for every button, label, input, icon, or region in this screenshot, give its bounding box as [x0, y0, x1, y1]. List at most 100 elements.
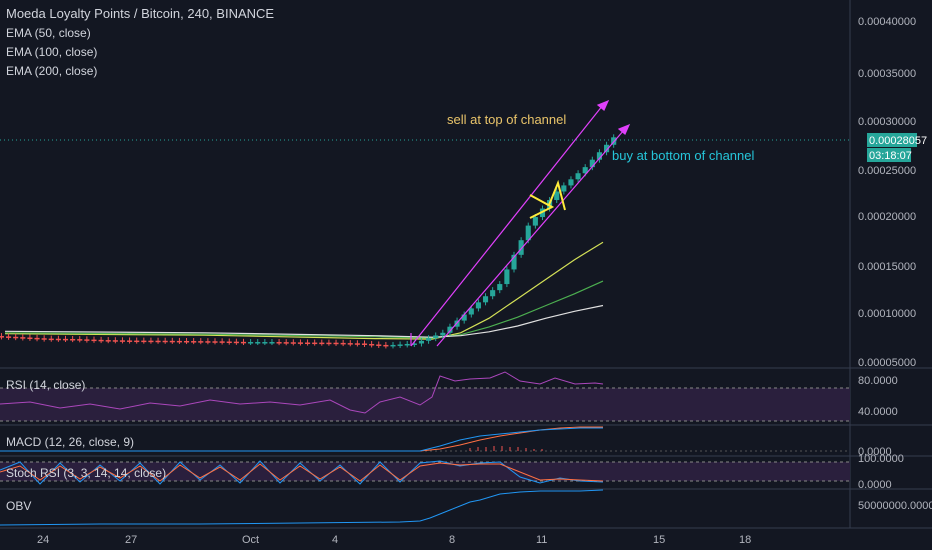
candles: [0, 134, 617, 349]
candle: [397, 344, 403, 346]
candle: [376, 344, 382, 346]
price-tick: 0.00030000: [858, 116, 916, 128]
macd-title[interactable]: MACD (12, 26, close, 9): [6, 435, 135, 449]
price-tick: 0.00040000: [858, 16, 916, 28]
candle: [347, 343, 353, 345]
candle: [290, 342, 296, 344]
candle: [248, 342, 254, 344]
candle: [119, 340, 126, 342]
time-axis[interactable]: 24 27 Oct 4 8 11 15 18: [37, 534, 751, 546]
candle: [13, 336, 19, 339]
rsi-tick: 40.0000: [858, 406, 898, 418]
candle: [48, 338, 54, 341]
candle: [582, 167, 588, 174]
ema50-line: [4, 241, 604, 340]
time-tick: 11: [536, 534, 547, 546]
candle: [440, 332, 446, 336]
candle: [447, 326, 453, 333]
candle: [340, 342, 346, 345]
candle: [240, 341, 247, 344]
candle: [20, 337, 26, 339]
candle: [482, 296, 489, 303]
candle: [461, 314, 467, 321]
stoch-band: [0, 462, 850, 481]
triangle-arrows: [529, 179, 566, 219]
triangle-arrow-right: [548, 179, 566, 211]
rsi-band: [0, 388, 850, 421]
candle: [490, 290, 496, 297]
candle: [70, 338, 76, 341]
last-price-label: 0.00028057: [869, 135, 927, 147]
stoch-k-line: [0, 460, 604, 485]
candle: [511, 254, 517, 270]
candle: [41, 338, 47, 340]
candle: [212, 341, 218, 343]
candle: [518, 240, 524, 255]
candle: [561, 185, 567, 192]
ema200-legend[interactable]: EMA (200, close): [6, 64, 98, 78]
time-tick: 18: [739, 534, 751, 546]
obv-tick: 50000000.0000: [858, 500, 932, 512]
rsi-line: [0, 371, 604, 414]
time-tick: 27: [125, 534, 137, 546]
ema100-legend[interactable]: EMA (100, close): [6, 45, 98, 59]
candle: [525, 225, 531, 241]
candle: [105, 340, 111, 342]
macd-line: [0, 427, 603, 452]
obv-title[interactable]: OBV: [6, 499, 32, 513]
candle: [532, 217, 538, 226]
ema100-line: [4, 280, 604, 339]
candle: [411, 343, 417, 345]
time-tick: Oct: [242, 534, 259, 546]
candle: [297, 342, 303, 344]
price-tick: 0.00025000: [858, 165, 916, 177]
candle: [226, 341, 232, 344]
countdown-label-bg: [867, 148, 911, 162]
ema-lines: [4, 241, 604, 340]
candle: [62, 338, 69, 341]
candle: [134, 340, 140, 343]
candle: [354, 343, 360, 345]
price-tick: 0.00015000: [858, 261, 916, 273]
candle: [155, 340, 161, 343]
time-tick: 4: [332, 534, 338, 546]
candle: [305, 342, 311, 345]
candle: [369, 343, 375, 346]
candle: [169, 340, 175, 343]
obv-line: [0, 489, 604, 526]
time-tick: 15: [653, 534, 665, 546]
ema50-legend[interactable]: EMA (50, close): [6, 26, 91, 40]
candle: [554, 191, 560, 201]
candle: [575, 173, 581, 180]
candle: [319, 342, 325, 345]
candle: [361, 343, 368, 345]
price-axis[interactable]: 0.00040000 0.00035000 0.00030000 0.00025…: [858, 16, 916, 369]
candle: [326, 342, 332, 345]
candle: [205, 341, 211, 343]
rsi-title[interactable]: RSI (14, close): [6, 378, 86, 392]
candle: [176, 340, 182, 343]
stoch-title[interactable]: Stoch RSI (3, 3, 14, 14, close): [6, 466, 167, 480]
time-tick: 24: [37, 534, 49, 546]
candle: [604, 144, 610, 153]
candle: [475, 302, 481, 309]
candle: [390, 344, 396, 347]
stoch-tick: 0.0000: [858, 479, 892, 491]
candle: [426, 338, 432, 341]
rsi-tick: 80.0000: [858, 375, 898, 387]
candle: [219, 341, 225, 343]
candle: [433, 335, 439, 339]
triangle-arrow-left: [529, 194, 555, 219]
candle: [34, 337, 40, 340]
channel-bottom-line: [436, 129, 625, 347]
candle: [312, 342, 318, 345]
candle: [84, 339, 90, 341]
macd-tick: 0.0000: [858, 446, 892, 458]
candle: [468, 308, 474, 315]
candle: [383, 344, 389, 347]
candle: [141, 340, 147, 343]
stoch-d-line: [0, 462, 604, 482]
channel-top-arrowhead: [596, 99, 610, 111]
